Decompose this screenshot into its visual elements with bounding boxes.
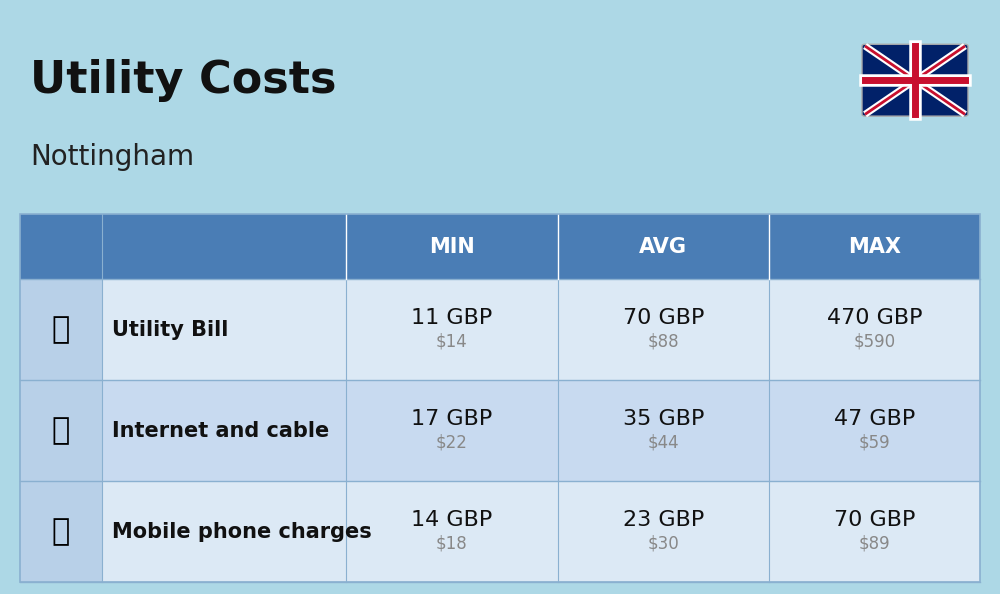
- Text: $89: $89: [859, 535, 890, 553]
- FancyBboxPatch shape: [102, 279, 980, 380]
- FancyBboxPatch shape: [20, 380, 102, 481]
- Text: $14: $14: [436, 333, 468, 351]
- Text: MIN: MIN: [429, 236, 475, 257]
- Text: Utility Costs: Utility Costs: [30, 59, 336, 102]
- Text: 35 GBP: 35 GBP: [623, 409, 704, 428]
- Text: $18: $18: [436, 535, 468, 553]
- Text: $590: $590: [853, 333, 895, 351]
- Text: 📡: 📡: [52, 416, 70, 445]
- Text: 11 GBP: 11 GBP: [411, 308, 493, 327]
- Text: 70 GBP: 70 GBP: [623, 308, 704, 327]
- Text: 70 GBP: 70 GBP: [834, 510, 915, 529]
- Text: AVG: AVG: [639, 236, 687, 257]
- Text: $30: $30: [647, 535, 679, 553]
- FancyBboxPatch shape: [102, 481, 980, 582]
- Text: 17 GBP: 17 GBP: [411, 409, 493, 428]
- Text: Utility Bill: Utility Bill: [112, 320, 228, 340]
- Text: 📱: 📱: [52, 517, 70, 546]
- Text: 47 GBP: 47 GBP: [834, 409, 915, 428]
- FancyBboxPatch shape: [20, 214, 980, 279]
- Text: $44: $44: [647, 434, 679, 452]
- FancyBboxPatch shape: [862, 45, 968, 116]
- FancyBboxPatch shape: [20, 279, 102, 380]
- FancyBboxPatch shape: [102, 380, 980, 481]
- Text: Internet and cable: Internet and cable: [112, 421, 329, 441]
- Text: 14 GBP: 14 GBP: [411, 510, 493, 529]
- Text: Nottingham: Nottingham: [30, 143, 194, 170]
- Text: Mobile phone charges: Mobile phone charges: [112, 522, 371, 542]
- Text: $59: $59: [859, 434, 890, 452]
- Text: $22: $22: [436, 434, 468, 452]
- Text: 23 GBP: 23 GBP: [623, 510, 704, 529]
- Text: 🔌: 🔌: [52, 315, 70, 344]
- Text: $88: $88: [647, 333, 679, 351]
- Text: MAX: MAX: [848, 236, 901, 257]
- Text: 470 GBP: 470 GBP: [827, 308, 922, 327]
- FancyBboxPatch shape: [20, 481, 102, 582]
